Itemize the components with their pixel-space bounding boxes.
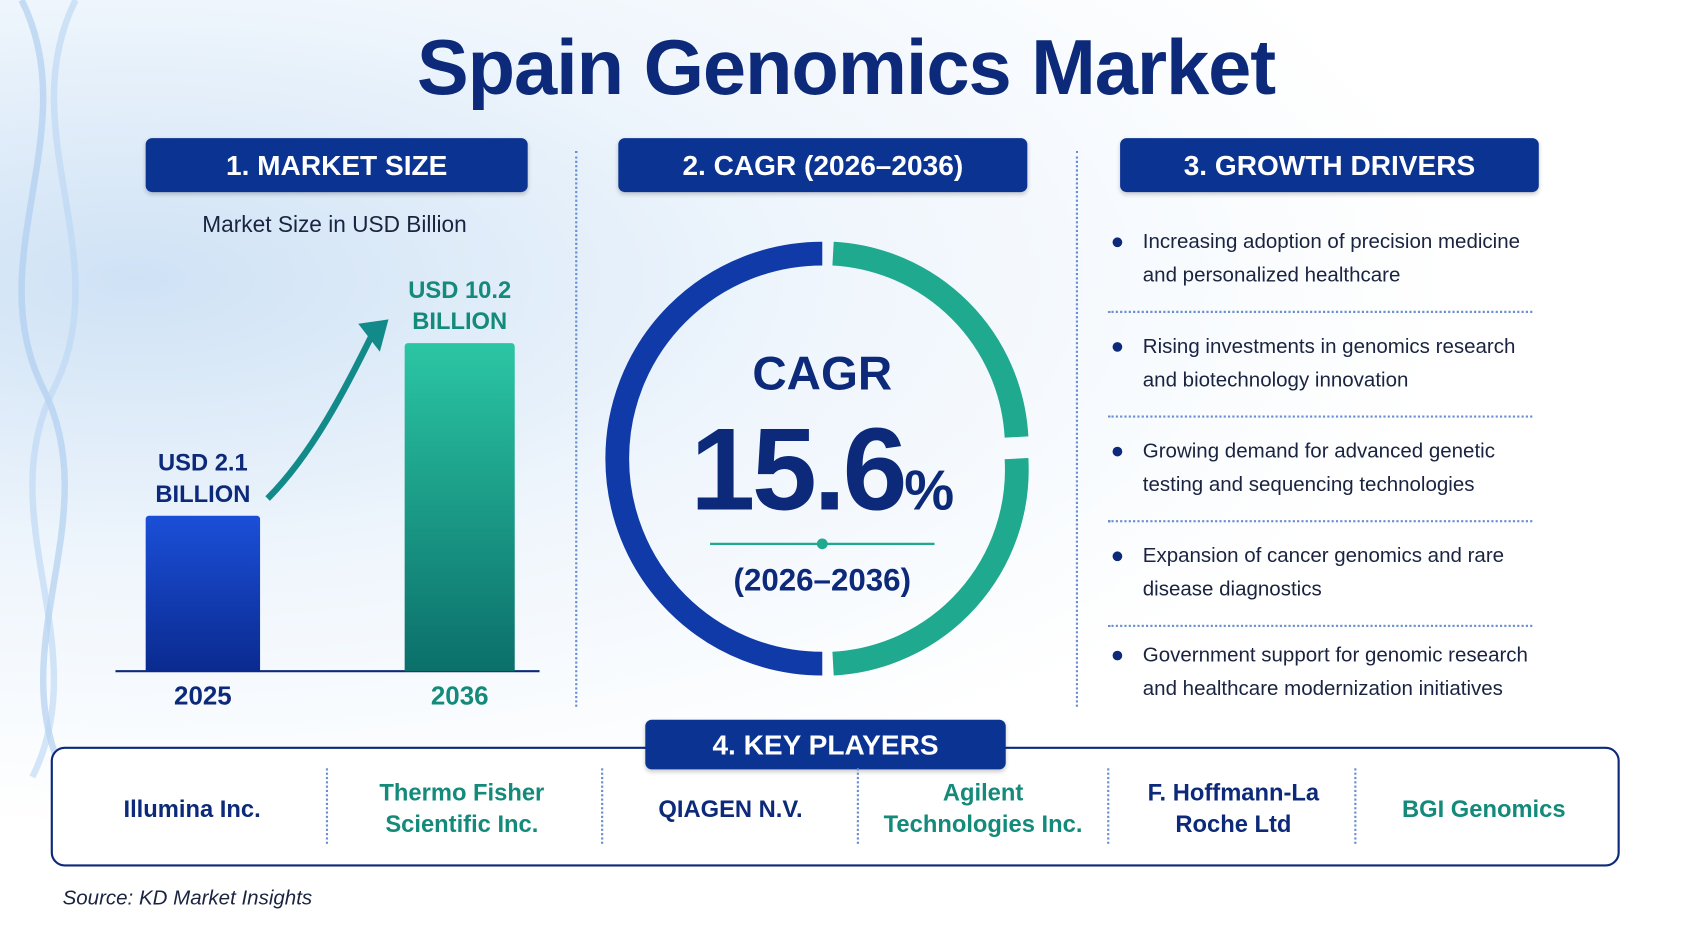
bullet [1112, 446, 1123, 457]
section-header: 2. CAGR (2026–2036) [618, 138, 1028, 193]
divider [601, 768, 604, 844]
divider [575, 151, 578, 707]
divider [1107, 768, 1110, 844]
separator [1108, 520, 1533, 523]
player: Agilent Technologies Inc. [883, 779, 1083, 838]
divider [325, 768, 329, 844]
driver-text: Government support for genomic research … [1142, 644, 1528, 701]
player: Illumina Inc. [123, 794, 261, 822]
driver-text: Expansion of cancer genomics and rare di… [1142, 544, 1505, 602]
section-header: 4. KEY PLAYERS [645, 719, 1006, 770]
title: Spain Genomics Market [416, 24, 1276, 112]
section-header: 3. GROWTH DRIVERS [1120, 138, 1539, 193]
bullet [1112, 650, 1123, 661]
year-label: 2025 [174, 681, 232, 712]
cagr-period: (2026–2036) [733, 563, 912, 598]
cagr-number: 15.6 [690, 403, 907, 535]
player: QIAGEN N.V. [658, 794, 803, 822]
player: Thermo Fisher Scientific Inc. [379, 779, 545, 838]
driver-text: Growing demand for advanced genetic test… [1142, 440, 1495, 497]
bar [404, 343, 515, 672]
player: F. Hoffmann-La Roche Ltd [1147, 779, 1320, 838]
divider [1075, 151, 1079, 707]
cagr-unit: % [904, 459, 955, 523]
year-label: 2036 [430, 681, 489, 712]
player: BGI Genomics [1401, 794, 1566, 822]
subtitle: Market Size in USD Billion [202, 212, 467, 238]
bar [145, 515, 261, 672]
bullet [1112, 237, 1123, 248]
separator [1108, 415, 1533, 418]
separator [1108, 310, 1533, 313]
divider [856, 768, 859, 844]
cagr-label: CAGR [752, 347, 893, 401]
section-header: 1. MARKET SIZE [145, 138, 528, 193]
driver-text: Rising investments in genomics research … [1142, 335, 1516, 392]
bar-label: USD 2.1 BILLION [155, 448, 251, 508]
bullet [1112, 342, 1123, 352]
bar-label: USD 10.2 BILLION [408, 276, 512, 335]
divider [1354, 768, 1357, 844]
bullet [1112, 551, 1123, 562]
separator [1108, 624, 1533, 627]
source: Source: KD Market Insights [62, 887, 313, 910]
driver-text: Increasing adoption of precision medicin… [1142, 230, 1521, 288]
cagr-value: 15.6% [628, 401, 1016, 536]
